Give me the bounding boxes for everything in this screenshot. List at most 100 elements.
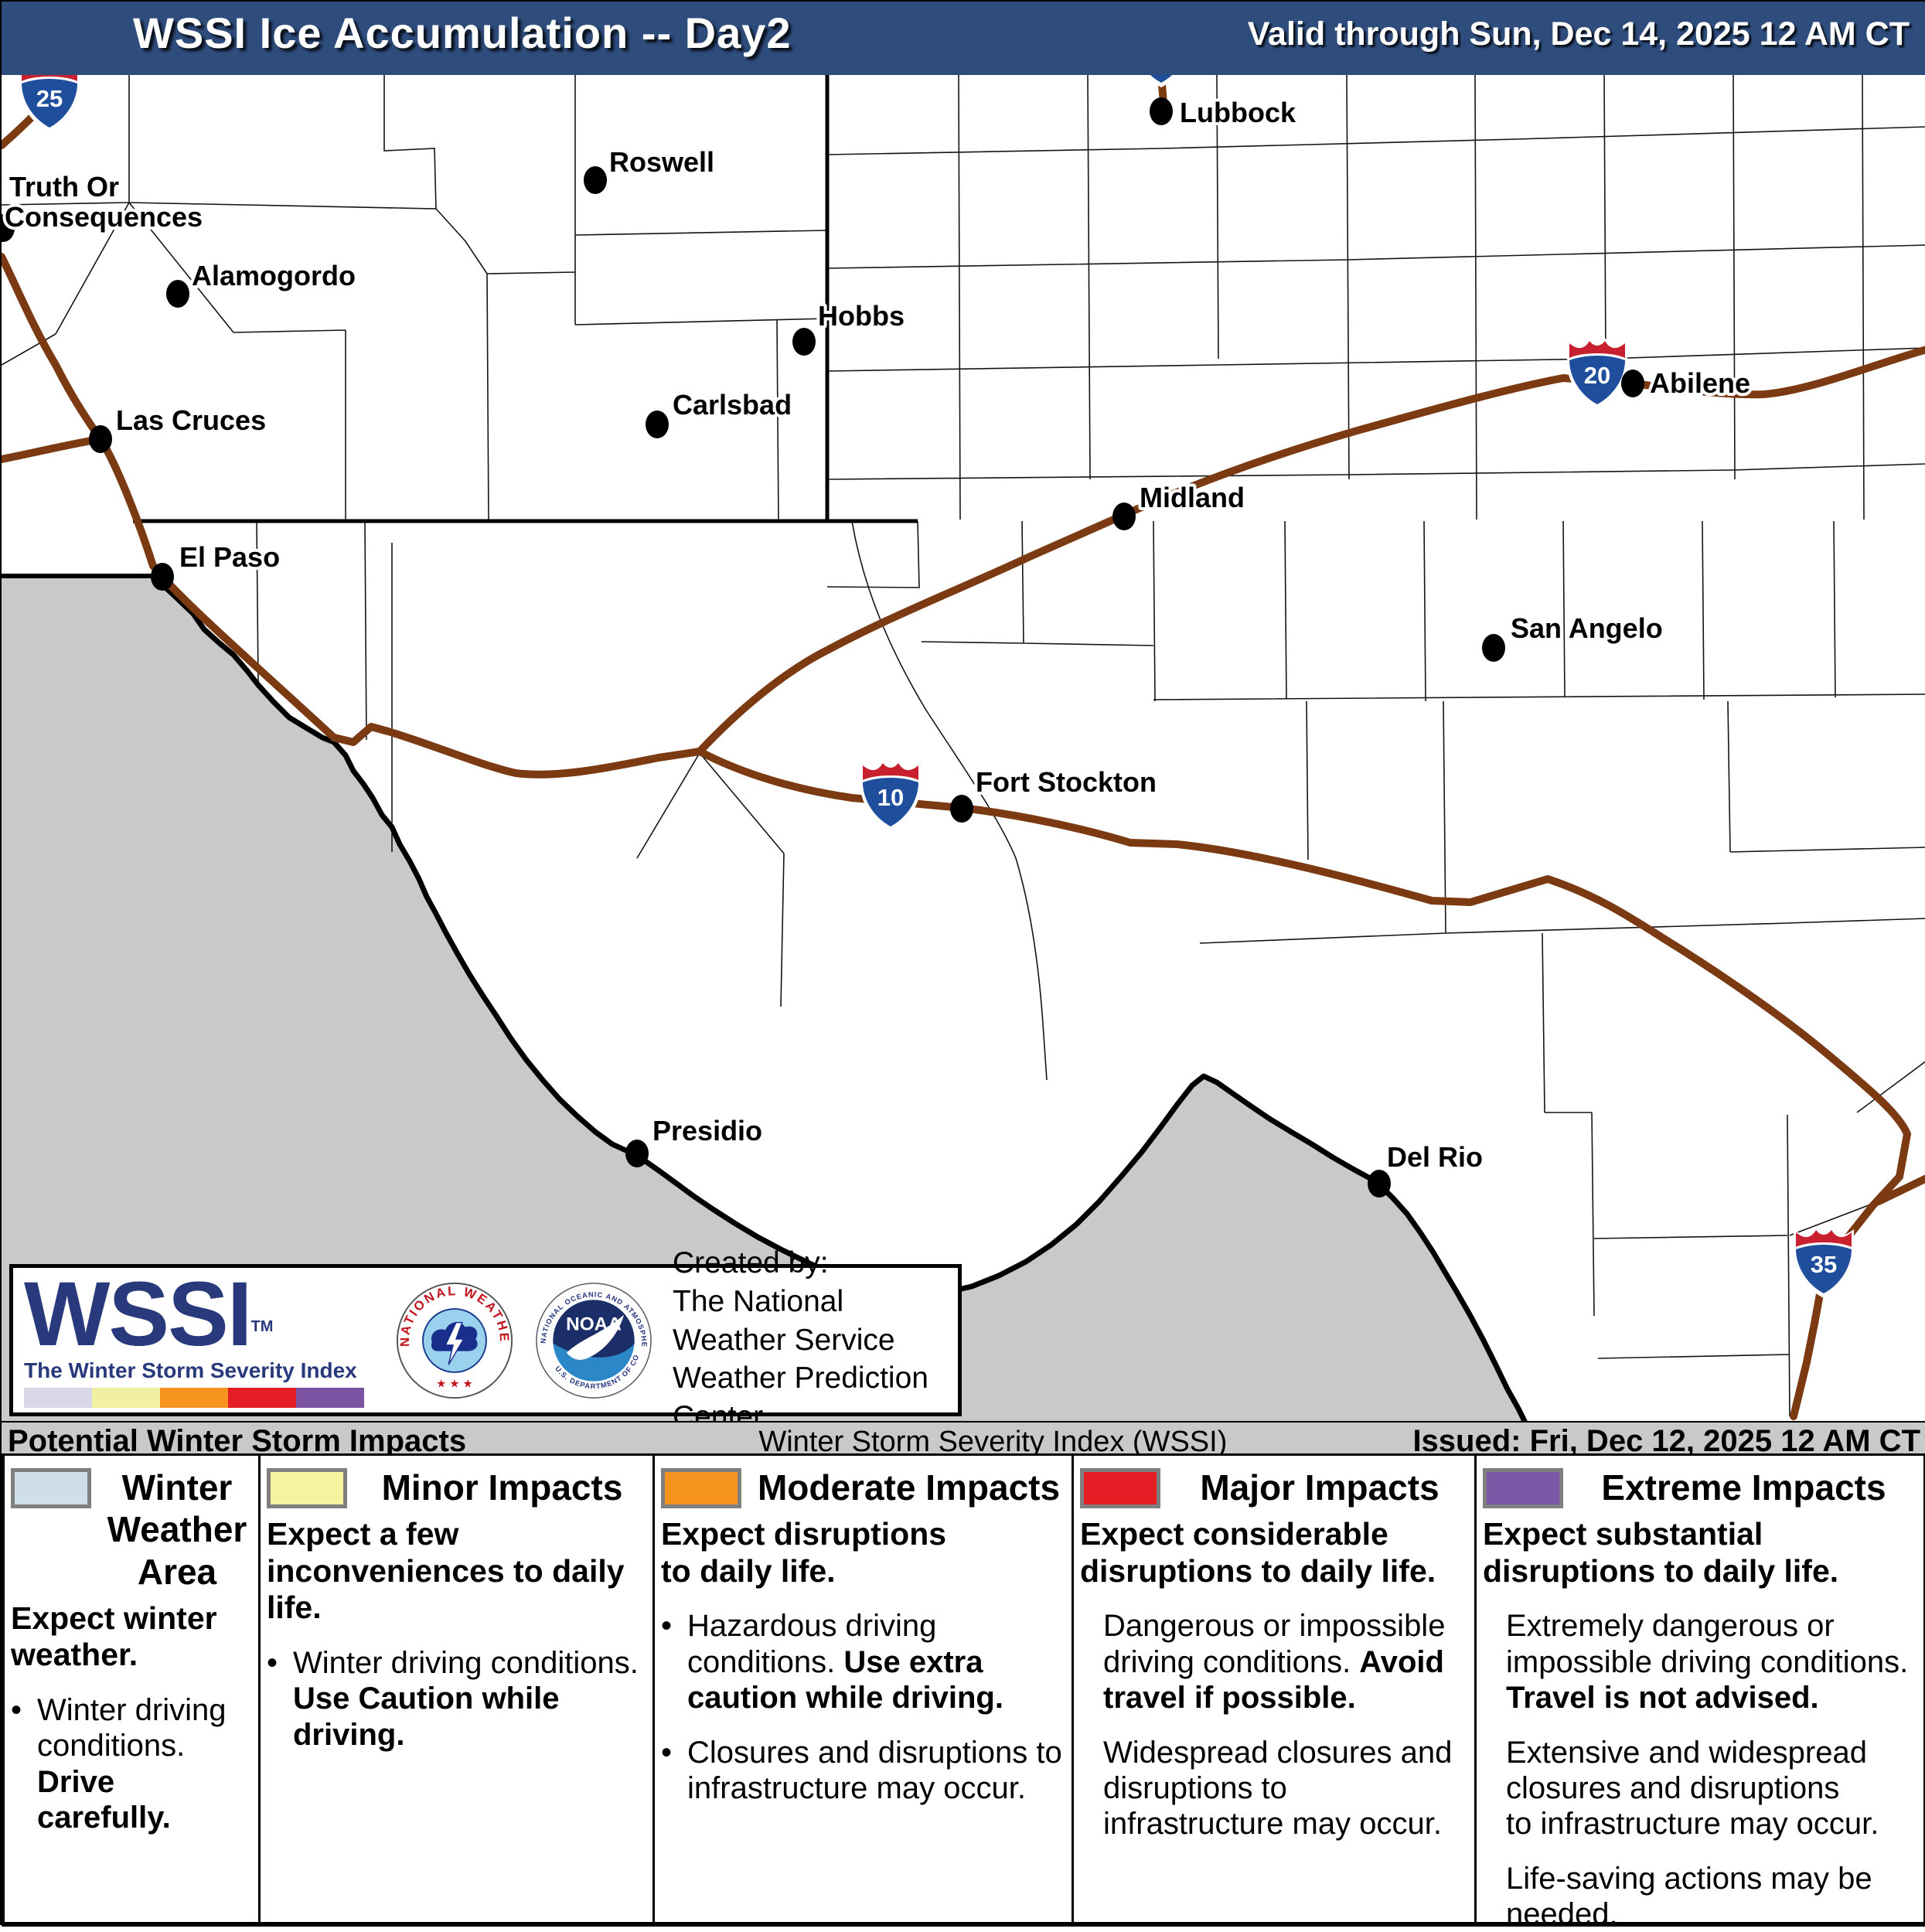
svg-text:35: 35 bbox=[1811, 1251, 1837, 1278]
nws-stars: ★ ★ ★ bbox=[436, 1378, 472, 1390]
city-dot bbox=[1112, 503, 1136, 530]
interstate-10-shield: 10 bbox=[860, 760, 921, 831]
city-carlsbad: Carlsbad bbox=[646, 386, 795, 438]
svg-text:10: 10 bbox=[877, 784, 904, 811]
city-label: Abilene bbox=[1650, 367, 1750, 399]
legend-intro: Expect substantial disruptions to daily … bbox=[1483, 1516, 1839, 1589]
city-dot bbox=[646, 411, 669, 438]
legend-intro: Expect considerable disruptions to daily… bbox=[1080, 1516, 1436, 1589]
interstate-35-shield: 35 bbox=[1794, 1227, 1854, 1298]
legend-heading: Winter Weather Area bbox=[107, 1467, 247, 1592]
legend-item: • Hazardous driving conditions. Use extra… bbox=[661, 1609, 1003, 1716]
wssi-tagline: The Winter Storm Severity Index bbox=[24, 1358, 357, 1382]
legend-col-major-impacts: Major Impacts Expect considerable disrupt… bbox=[1072, 1456, 1474, 1922]
page-title: WSSI Ice Accumulation -- Day2 bbox=[133, 9, 792, 57]
city-dot bbox=[1482, 634, 1505, 662]
created-by-text: Created by: The National Weather Service… bbox=[673, 1244, 947, 1437]
legend-item: Widespread closures and disruptions to i… bbox=[1103, 1735, 1453, 1842]
city-label: Las Cruces bbox=[116, 404, 266, 436]
created-by-line1: Created by: bbox=[673, 1245, 829, 1279]
impacts-bar-title: Potential Winter Storm Impacts bbox=[8, 1424, 467, 1458]
city-dot bbox=[166, 280, 189, 308]
seagull-icon bbox=[566, 1314, 624, 1360]
legend-col-winter-weather-area: Winter Weather Area Expect winter weather… bbox=[5, 1456, 258, 1922]
legend-swatch-winter-weather-area bbox=[11, 1468, 91, 1508]
city-label: Hobbs bbox=[818, 300, 905, 332]
legend-swatch-moderate-impacts bbox=[661, 1468, 741, 1508]
city-label: Alamogordo bbox=[192, 260, 356, 291]
attribution-box: WSSITM The Winter Storm Severity Index N… bbox=[9, 1246, 962, 1433]
city-label: Fort Stockton bbox=[976, 766, 1157, 798]
legend-item: Life-saving actions may be needed. bbox=[1506, 1861, 1872, 1932]
legend-swatch-minor-impacts bbox=[267, 1468, 347, 1508]
city-las-cruces: Las Cruces bbox=[89, 401, 269, 453]
city-presidio: Presidio bbox=[625, 1112, 765, 1167]
legend-heading: Major Impacts bbox=[1200, 1467, 1439, 1508]
valid-through-text: Valid through Sun, Dec 14, 2025 12 AM CT bbox=[1247, 15, 1910, 53]
created-by-line2: The National Weather Service bbox=[673, 1284, 895, 1357]
city-label: El Paso bbox=[179, 541, 280, 573]
county-boundaries bbox=[2, 74, 1925, 1417]
city-markers: Truth Or Consequences Alamogordo Roswell Las… bbox=[2, 94, 1753, 1198]
city-dot bbox=[625, 1140, 649, 1167]
legend-col-minor-impacts: Minor Impacts Expect a few inconveniences… bbox=[258, 1456, 652, 1922]
legend-item: • Winter driving conditions. Drive carefu… bbox=[11, 1692, 235, 1835]
city-dot bbox=[584, 166, 607, 194]
city-label: Presidio bbox=[652, 1115, 762, 1147]
legend-item: Extremely dangerous or impossible drivin… bbox=[1506, 1609, 1909, 1716]
city-label: Lubbock bbox=[1180, 97, 1296, 128]
svg-text:25: 25 bbox=[36, 85, 63, 112]
legend-item: Extensive and widespread closures and di… bbox=[1506, 1735, 1879, 1842]
interstate-20-shield: 20 bbox=[1567, 338, 1627, 409]
city-hobbs: Hobbs bbox=[792, 297, 908, 356]
legend-item: • Closures and disruptions to infrastruct… bbox=[661, 1735, 1071, 1805]
city-dot bbox=[1368, 1170, 1391, 1198]
legend-heading: Extreme Impacts bbox=[1601, 1467, 1886, 1508]
legend-intro: Expect winter weather. bbox=[11, 1600, 217, 1673]
noaa-dark-hemisphere bbox=[553, 1299, 635, 1358]
nws-logo-icon: NATIONAL WEATHER SERVICE ★ ★ ★ bbox=[396, 1282, 513, 1399]
city-dot bbox=[89, 425, 112, 453]
city-alamogordo: Alamogordo bbox=[166, 257, 359, 308]
legend-swatch-extreme-impacts bbox=[1483, 1468, 1563, 1508]
city-lubbock: Lubbock bbox=[1150, 94, 1300, 131]
legend-intro: Expect a few inconveniences to daily lif… bbox=[267, 1516, 625, 1626]
legend-heading: Moderate Impacts bbox=[757, 1467, 1061, 1508]
issued-timestamp: Issued: Fri, Dec 12, 2025 12 AM CT bbox=[1412, 1424, 1920, 1458]
city-dot bbox=[1150, 97, 1173, 125]
legend-item: • Winter driving conditions. Use Caution … bbox=[267, 1645, 647, 1752]
severity-color-swatch bbox=[24, 1387, 92, 1408]
city-label: Carlsbad bbox=[673, 389, 792, 421]
city-label: Roswell bbox=[609, 146, 714, 178]
severity-color-swatch bbox=[228, 1387, 296, 1408]
city-dot bbox=[950, 795, 973, 823]
city-label: Del Rio bbox=[1387, 1141, 1483, 1173]
legend-heading: Minor Impacts bbox=[381, 1467, 623, 1508]
legend-intro: Expect disruptions to daily life. bbox=[661, 1516, 947, 1589]
city-dot bbox=[792, 328, 816, 356]
bullet-icon: • bbox=[11, 1692, 22, 1727]
city-roswell: Roswell bbox=[584, 143, 717, 194]
legend-col-moderate-impacts: Moderate Impacts Expect disruptions to da… bbox=[652, 1456, 1072, 1922]
severity-color-swatch bbox=[160, 1387, 228, 1408]
issuance-bar: Potential Winter Storm Impacts Winter St… bbox=[2, 1421, 1925, 1458]
legend-item: Dangerous or impossible driving conditio… bbox=[1103, 1609, 1454, 1716]
interstate-25-shield: 25 bbox=[19, 61, 80, 132]
noaa-logo-icon: NATIONAL OCEANIC AND ATMOSPHERIC ADMINIS… bbox=[536, 1282, 652, 1399]
legend-swatch-major-impacts bbox=[1080, 1468, 1160, 1508]
city-el-paso: El Paso bbox=[151, 538, 283, 591]
city-truth-or-consequences: Truth Or Consequences bbox=[2, 168, 206, 242]
title-bar: WSSI Ice Accumulation -- Day2 Valid thro… bbox=[2, 2, 1925, 75]
city-san-angelo: San Angelo bbox=[1482, 609, 1666, 662]
legend-columns: Winter Weather Area Expect winter weather… bbox=[5, 1456, 1923, 1931]
trademark-symbol: TM bbox=[250, 1318, 274, 1336]
legend-col-extreme-impacts: Extreme Impacts Expect substantial disrup… bbox=[1474, 1456, 1920, 1931]
wssi-logo: WSSITM The Winter Storm Severity Index bbox=[24, 1269, 376, 1408]
city-label: Truth Or Consequences bbox=[5, 171, 203, 233]
city-label: Midland bbox=[1140, 482, 1245, 513]
rio-grande-border bbox=[150, 573, 1528, 1424]
wssi-bar-subtitle: Winter Storm Severity Index (WSSI) bbox=[758, 1426, 1228, 1458]
city-dot bbox=[151, 563, 174, 591]
